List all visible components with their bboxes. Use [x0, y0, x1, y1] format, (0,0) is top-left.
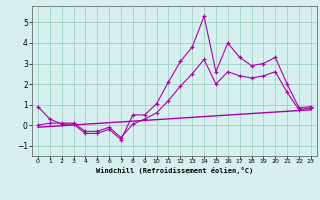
- X-axis label: Windchill (Refroidissement éolien,°C): Windchill (Refroidissement éolien,°C): [96, 167, 253, 174]
